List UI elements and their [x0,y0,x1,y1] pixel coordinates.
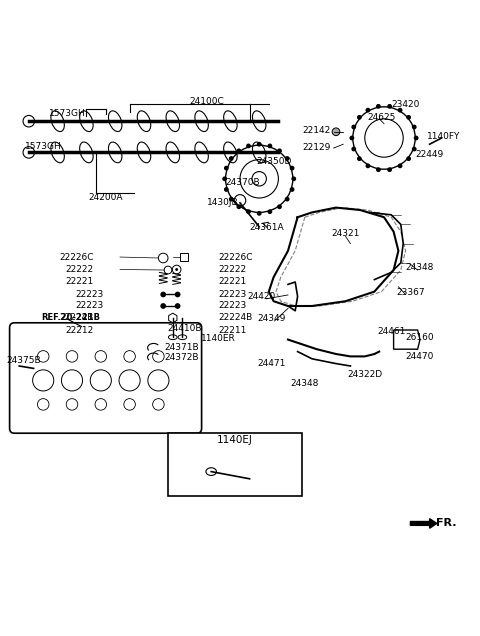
Text: 22223: 22223 [75,290,103,299]
Text: 22222: 22222 [65,265,94,274]
Circle shape [277,148,282,153]
Circle shape [257,211,262,216]
Circle shape [267,209,272,214]
Text: 23420: 23420 [391,100,420,109]
Text: 24349: 24349 [257,314,286,324]
Text: 24321: 24321 [331,230,360,238]
Text: 22222: 22222 [218,265,247,274]
Circle shape [332,128,340,135]
Text: 1430JB: 1430JB [207,198,239,207]
Circle shape [351,147,356,151]
Text: 24200A: 24200A [88,193,123,202]
Circle shape [160,303,166,309]
Bar [168,433,302,495]
Text: 22449: 22449 [416,150,444,159]
Text: 22221: 22221 [218,277,247,286]
Text: 22142: 22142 [303,127,331,135]
Text: 24470: 24470 [406,352,434,361]
Circle shape [246,144,251,148]
Circle shape [387,104,392,109]
Text: 24420: 24420 [248,292,276,301]
Text: 22129: 22129 [302,143,331,152]
Circle shape [229,156,234,161]
Text: 24471: 24471 [257,359,286,368]
Circle shape [397,163,402,169]
Circle shape [376,167,381,172]
Text: 22211: 22211 [218,326,247,335]
Text: 24372B: 24372B [164,353,199,362]
Circle shape [237,204,241,209]
Text: 24370B: 24370B [225,178,260,187]
Bar [180,253,188,261]
Text: 24100C: 24100C [189,97,224,106]
Text: 1140FY: 1140FY [427,132,461,141]
Circle shape [366,107,371,113]
Circle shape [285,197,289,202]
Text: 24348: 24348 [406,263,434,272]
Text: 24625: 24625 [367,113,396,122]
Text: REF.20-221B: REF.20-221B [41,314,100,322]
Text: 24461: 24461 [377,327,406,336]
Circle shape [175,291,180,298]
Circle shape [257,142,262,147]
Circle shape [397,107,402,113]
Circle shape [289,166,294,170]
Circle shape [222,176,227,181]
Text: 22223: 22223 [75,301,103,310]
Text: 1573GH: 1573GH [49,109,85,118]
Circle shape [285,156,289,161]
Text: 22221: 22221 [65,277,94,286]
Text: 22223: 22223 [218,301,247,310]
Circle shape [175,303,180,309]
Circle shape [406,156,411,161]
Circle shape [351,125,356,129]
Circle shape [291,176,296,181]
Text: 23367: 23367 [396,288,425,297]
Text: 22212: 22212 [65,326,94,335]
Circle shape [267,144,272,148]
Text: 24375B: 24375B [7,356,41,364]
Text: 22224B: 22224B [218,314,252,322]
Circle shape [357,156,362,161]
Circle shape [224,187,229,192]
Circle shape [277,204,282,209]
Text: 22226C: 22226C [59,252,94,261]
Circle shape [349,135,354,141]
Text: FR.: FR. [436,518,456,529]
Circle shape [246,209,251,214]
Text: 24348: 24348 [290,379,319,388]
Text: 22223: 22223 [218,290,247,299]
Circle shape [289,187,294,192]
Text: 1140EJ: 1140EJ [217,436,253,445]
Circle shape [357,115,362,120]
Text: 1573GH: 1573GH [25,142,61,151]
Circle shape [406,115,411,120]
Circle shape [224,166,229,170]
Circle shape [387,167,392,172]
Text: 24350D: 24350D [256,156,291,165]
Text: 24410B: 24410B [168,324,202,333]
Circle shape [160,291,166,298]
Text: 22226C: 22226C [218,252,253,261]
Circle shape [412,125,417,129]
Circle shape [229,197,234,202]
Circle shape [412,147,417,151]
Text: 24322D: 24322D [347,370,383,379]
Circle shape [376,104,381,109]
Text: 24371B: 24371B [164,343,199,352]
Polygon shape [410,518,437,529]
Text: 24361A: 24361A [249,223,284,232]
Circle shape [175,268,178,271]
Circle shape [237,148,241,153]
Circle shape [414,135,419,141]
Text: 26160: 26160 [406,333,434,342]
Circle shape [366,163,370,169]
Text: 22224B: 22224B [60,314,94,322]
Text: 1140ER: 1140ER [201,334,236,343]
